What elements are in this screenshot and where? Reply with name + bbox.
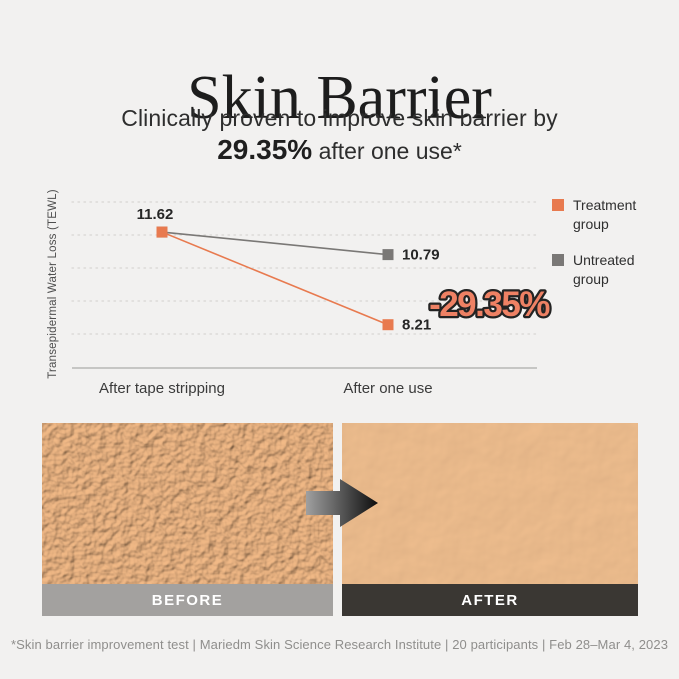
svg-text:8.21: 8.21 — [402, 317, 431, 334]
legend-item-treatment: Treatment group — [552, 196, 656, 234]
legend-label-untreated: Untreated group — [573, 251, 635, 287]
svg-text:10.79: 10.79 — [402, 247, 440, 264]
subtitle-rest: after one use* — [318, 138, 462, 164]
svg-text:After one use: After one use — [343, 380, 432, 397]
plot-area: After tape stripping After one use 10.79 11… — [71, 201, 538, 397]
after-image-panel: AFTER — [342, 423, 638, 616]
y-axis-label: Transepidermal Water Loss (TEWL) — [47, 189, 59, 379]
after-label-bar: AFTER — [342, 584, 638, 616]
treatment-swatch-icon — [552, 199, 564, 211]
legend-label-treatment: Treatment group — [573, 197, 637, 232]
test-disclaimer: *Skin barrier improvement test | Mariedm… — [10, 637, 669, 652]
percent-drop-annotation: -29.35% — [429, 285, 550, 324]
before-label: BEFORE — [151, 591, 224, 609]
after-label: AFTER — [461, 591, 519, 609]
after-skin-image — [342, 423, 638, 584]
before-to-after-arrow-icon — [306, 479, 378, 527]
before-image-panel: BEFORE — [42, 423, 333, 616]
page-title: Skin Barrier — [187, 63, 492, 132]
subtitle-line2: 29.35% after one use* — [0, 134, 679, 166]
subtitle-percentage: 29.35% — [217, 134, 313, 165]
untreated-swatch-icon — [552, 253, 564, 266]
before-skin-image — [42, 423, 333, 584]
chart-legend: Treatment group Untreated group — [552, 196, 656, 306]
svg-text:After tape stripping: After tape stripping — [99, 380, 225, 397]
legend-item-untreated: Untreated group — [552, 251, 656, 289]
svg-text:11.62: 11.62 — [137, 206, 174, 223]
before-label-bar: BEFORE — [42, 584, 333, 616]
subtitle-line1: Clinically proven to improve skin barrie… — [121, 105, 558, 131]
